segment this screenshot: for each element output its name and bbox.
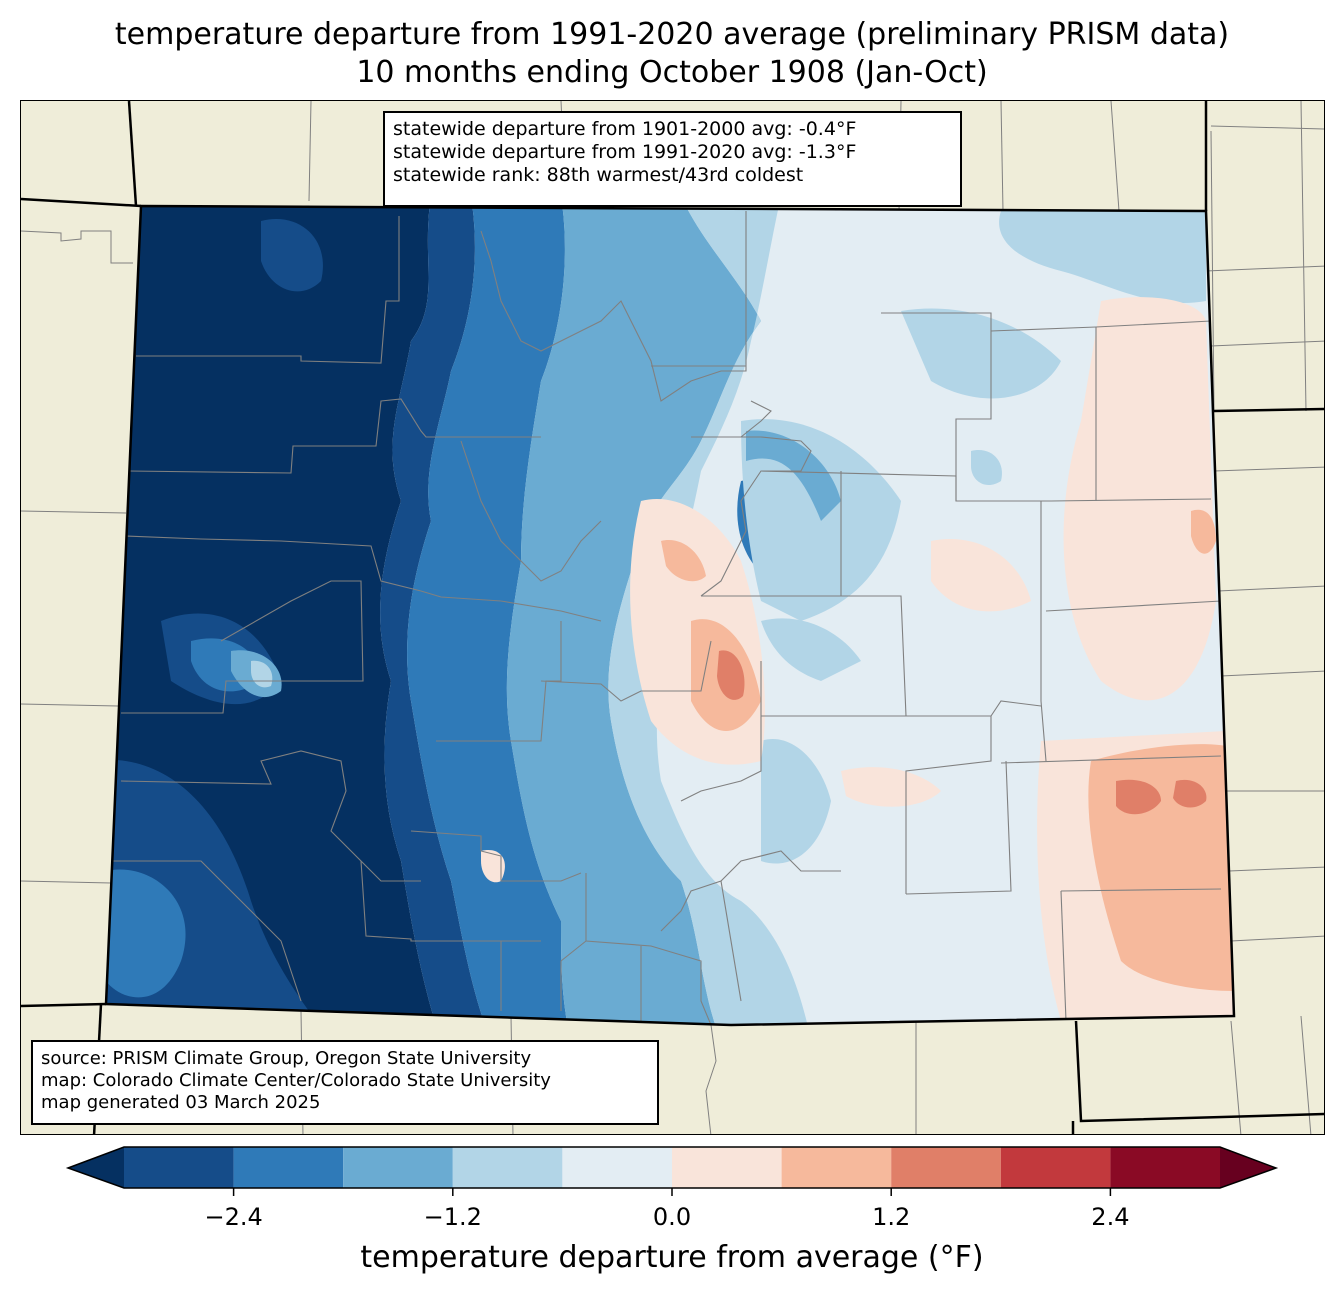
colorbar-bin-1: [233, 1147, 344, 1188]
contour-band-pale: [608, 206, 811, 1025]
colorbar-label: temperature departure from average (°F): [360, 1240, 984, 1275]
colorbar: [65, 1146, 1279, 1196]
colorbar-bin-8: [1000, 1147, 1111, 1188]
map-title-line2: 10 months ending October 1908 (Jan-Oct): [356, 55, 988, 90]
colorado-state-border: [104, 204, 1236, 1027]
colorbar-bin-6: [781, 1147, 892, 1188]
source-credits-box: source: PRISM Climate Group, Oregon Stat…: [31, 1040, 659, 1125]
colorbar-bin-2: [343, 1147, 453, 1188]
colorado-map: [21, 101, 1324, 1134]
colorado-county-lines: [111, 211, 1222, 1025]
colorbar-overflow-arrow: [1220, 1147, 1276, 1188]
colorbar-bin-3: [452, 1147, 563, 1188]
statewide-stats-box: statewide departure from 1901-2000 avg: …: [383, 111, 962, 207]
map-panel: [20, 100, 1325, 1135]
colorbar-outline: [65, 1146, 1279, 1189]
colorbar-tick-label: 2.4: [1091, 1203, 1130, 1231]
colorbar-bin-9: [1110, 1147, 1220, 1188]
map-title-line1: temperature departure from 1991-2020 ave…: [114, 17, 1230, 52]
colorbar-bin-4: [562, 1147, 672, 1188]
colorbar-bin-5: [672, 1147, 782, 1188]
stats-rank: statewide rank: 88th warmest/43rd coldes…: [393, 164, 804, 186]
contour-band-dark: [380, 206, 491, 1025]
colorbar-underflow-arrow: [68, 1147, 124, 1188]
colorbar-tick-label: −2.4: [204, 1203, 263, 1231]
source-line: source: PRISM Climate Group, Oregon Stat…: [41, 1048, 532, 1069]
colorbar-tick-label: −1.2: [423, 1203, 482, 1231]
stats-departure-1901-2000: statewide departure from 1901-2000 avg: …: [393, 118, 857, 140]
colorbar-bins: [124, 1147, 1220, 1188]
generated-date-line: map generated 03 March 2025: [41, 1092, 321, 1113]
colorbar-ticks: [232, 1188, 1112, 1196]
temperature-field: [106, 206, 1234, 1025]
colorbar-tick-label: 1.2: [872, 1203, 911, 1231]
map-credit-line: map: Colorado Climate Center/Colorado St…: [41, 1070, 551, 1091]
colorbar-bin-0: [124, 1147, 234, 1188]
contour-band-light: [506, 206, 761, 1025]
contour-band-medium: [407, 206, 571, 1025]
colorbar-bin-7: [891, 1147, 1001, 1188]
colorbar-tick-label: 0.0: [652, 1203, 692, 1231]
stats-departure-1991-2020: statewide departure from 1991-2020 avg: …: [393, 141, 857, 163]
